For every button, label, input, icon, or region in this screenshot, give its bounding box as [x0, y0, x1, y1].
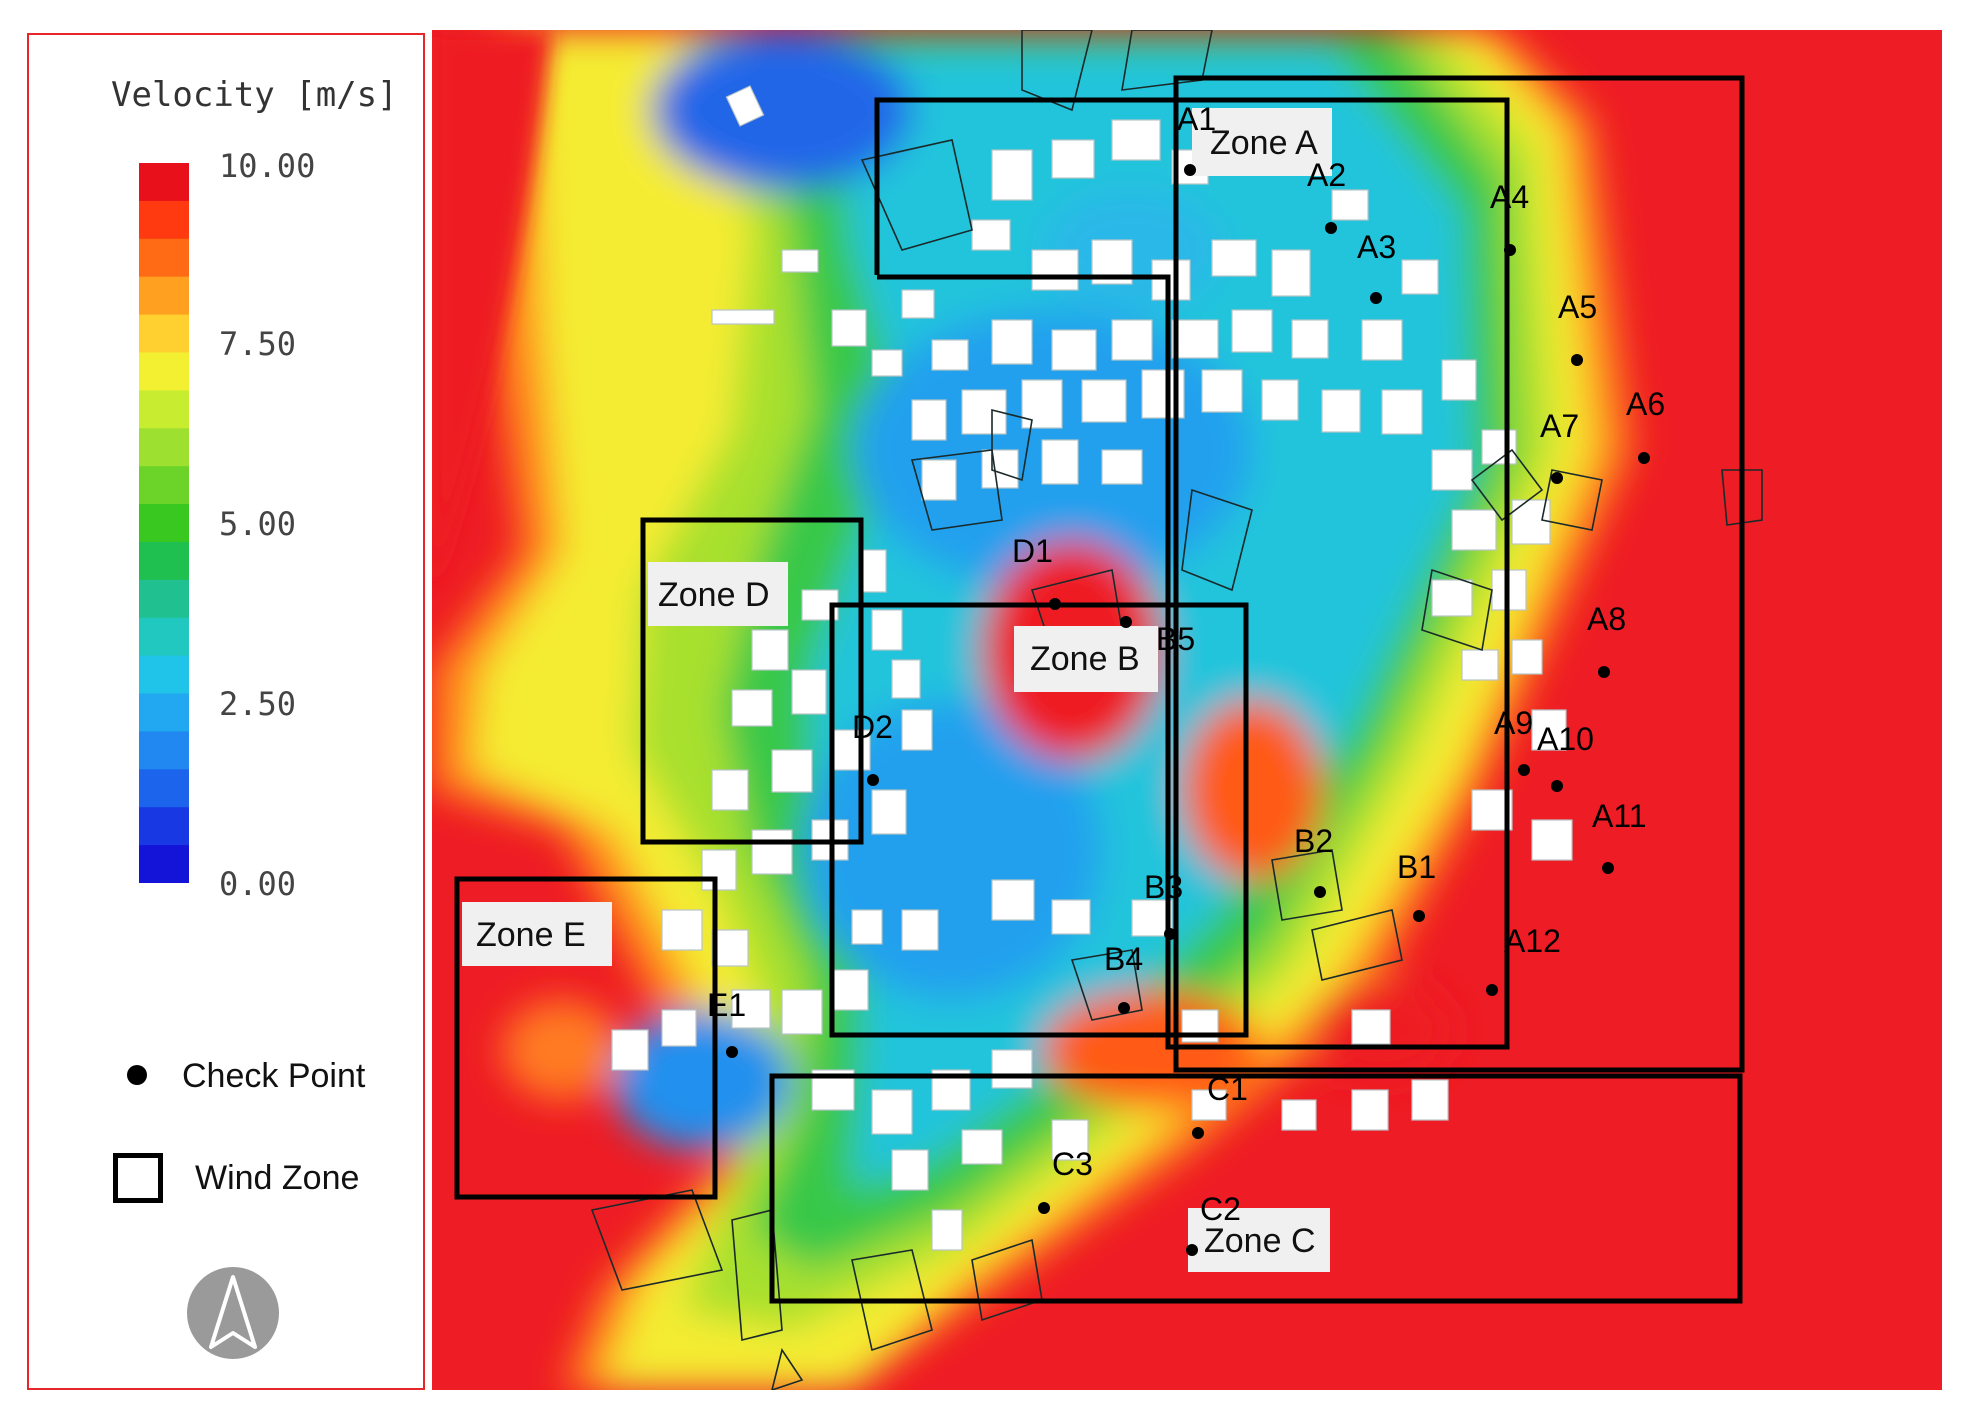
check-point-label-a2: A2	[1307, 157, 1346, 193]
check-point-b3	[1164, 928, 1176, 940]
check-point-label-a5: A5	[1558, 289, 1597, 325]
tick-label-min: 0.00	[219, 865, 297, 903]
color-scale-step	[139, 428, 189, 467]
color-scale-step	[139, 352, 189, 391]
check-point-a1	[1184, 164, 1196, 176]
check-point-a5	[1571, 354, 1583, 366]
check-point-label-a3: A3	[1357, 229, 1396, 265]
check-point-label-a6: A6	[1626, 386, 1665, 422]
tick-label-max: 10.00	[219, 147, 316, 185]
check-point-a9	[1518, 764, 1530, 776]
zone-c-label-bg	[1188, 1208, 1330, 1272]
check-point-a3	[1370, 292, 1382, 304]
check-point-label-a11: A11	[1592, 798, 1647, 834]
check-point-e1	[726, 1046, 738, 1058]
color-scale-step	[139, 276, 189, 316]
color-scale-step	[139, 238, 189, 278]
check-point-label-b2: B2	[1294, 823, 1333, 859]
zone-b-frame	[829, 602, 1249, 1038]
check-point-a4	[1504, 244, 1516, 256]
tick-label-7-5: 7.50	[219, 325, 297, 363]
check-point-label-b3: B3	[1144, 869, 1183, 905]
check-point-a7	[1551, 472, 1563, 484]
check-point-b1	[1413, 910, 1425, 922]
check-point-a10	[1551, 780, 1563, 792]
check-point-label-a4: A4	[1490, 179, 1529, 215]
check-point-d2	[867, 774, 879, 786]
check-point-a6	[1638, 452, 1650, 464]
check-point-a11	[1602, 862, 1614, 874]
zone-d-label-bg	[648, 562, 788, 626]
check-point-a12	[1486, 984, 1498, 996]
zone-a-frame	[1173, 75, 1745, 1073]
color-scale-step	[139, 163, 189, 202]
color-scale-step	[139, 693, 189, 732]
check-point-label-a7: A7	[1540, 408, 1579, 444]
check-point-a8	[1598, 666, 1610, 678]
zone-b-label-bg	[1014, 626, 1158, 692]
check-point-icon	[127, 1065, 147, 1085]
color-scale-step	[139, 200, 189, 240]
check-point-label-c2: C2	[1200, 1191, 1241, 1227]
color-scale-step	[139, 314, 189, 353]
tick-label-2-5: 2.50	[219, 685, 297, 723]
color-scale-step	[139, 655, 189, 695]
check-point-a2	[1325, 222, 1337, 234]
zone-b-label: Zone B	[1030, 640, 1140, 678]
check-point-label-a10: A10	[1537, 721, 1594, 757]
check-point-label-c3: C3	[1052, 1146, 1093, 1182]
check-point-d1	[1049, 598, 1061, 610]
zone-e-frame	[454, 876, 718, 1200]
check-point-label-d2: D2	[852, 709, 893, 745]
check-point-c3	[1038, 1202, 1050, 1214]
color-scale-step	[139, 845, 189, 883]
color-scale-step	[139, 504, 189, 543]
check-point-c2	[1186, 1244, 1198, 1256]
zone-a-label-bg	[1192, 108, 1332, 176]
zone-c-frame	[769, 1073, 1743, 1304]
check-point-label: Check Point	[182, 1057, 366, 1095]
color-scale-step	[139, 769, 189, 808]
check-point-label-d1: D1	[1012, 533, 1053, 569]
check-point-label-b4: B4	[1104, 941, 1143, 977]
color-scale-step	[139, 731, 189, 770]
check-point-b4	[1118, 1002, 1130, 1014]
tick-label-5: 5.00	[219, 505, 297, 543]
velocity-map: Zone A Zone B Zone C Zone D Zone E A1 A2 A…	[432, 30, 1942, 1390]
check-point-label-b1: B1	[1397, 849, 1436, 885]
check-point-label-a8: A8	[1587, 601, 1626, 637]
check-point-label-a1: A1	[1177, 101, 1216, 137]
color-scale-step	[139, 579, 189, 619]
color-scale-bar	[139, 163, 189, 883]
zone-a-label: Zone A	[1210, 124, 1318, 162]
north-arrow-icon	[187, 1267, 279, 1359]
color-scale-step	[139, 541, 189, 581]
check-point-c1	[1192, 1127, 1204, 1139]
check-point-label-a9: A9	[1494, 705, 1533, 741]
zone-c-label: Zone C	[1204, 1222, 1316, 1260]
zone-e-label: Zone E	[476, 916, 586, 954]
check-point-label-c1: C1	[1207, 1071, 1248, 1107]
wind-zone-icon	[113, 1153, 163, 1203]
zone-d-frame	[640, 517, 864, 845]
check-point-label-a12: A12	[1504, 923, 1561, 959]
check-point-b5	[1120, 616, 1132, 628]
legend-title: Velocity [m/s]	[111, 75, 398, 115]
zone-d-label: Zone D	[658, 576, 770, 614]
check-point-label-e1: E1	[707, 987, 746, 1023]
color-scale-step	[139, 617, 189, 657]
color-scale-step	[139, 807, 189, 846]
legend-panel: Velocity [m/s] 10.00 7.50 5.00 2.50 0.00…	[27, 33, 425, 1390]
check-point-b2	[1314, 886, 1326, 898]
wind-zone-label: Wind Zone	[195, 1159, 360, 1197]
color-scale-step	[139, 466, 189, 505]
zone-e-label-bg	[462, 902, 612, 966]
check-point-label-b5: B5	[1156, 621, 1195, 657]
color-scale-step	[139, 390, 189, 429]
